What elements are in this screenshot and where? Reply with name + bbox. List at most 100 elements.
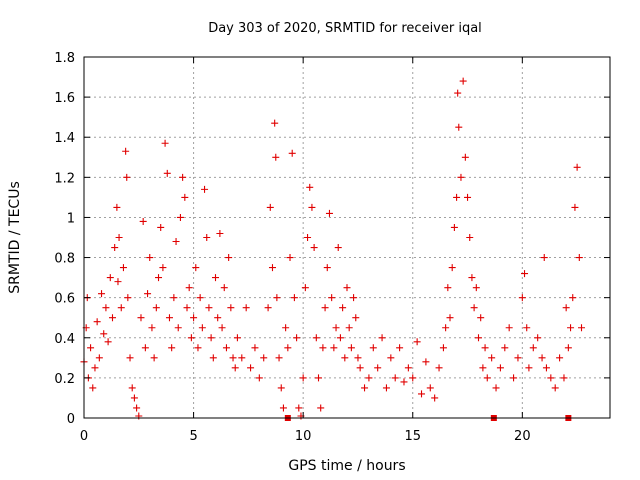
data-point bbox=[222, 344, 230, 352]
data-point bbox=[325, 209, 333, 217]
data-point bbox=[354, 354, 362, 362]
data-point bbox=[444, 284, 452, 292]
data-point bbox=[542, 364, 550, 372]
data-point bbox=[119, 264, 127, 272]
data-point bbox=[464, 193, 472, 201]
data-point bbox=[102, 304, 110, 312]
data-point bbox=[277, 384, 285, 392]
data-point bbox=[321, 304, 329, 312]
data-point bbox=[251, 344, 259, 352]
data-point bbox=[496, 364, 504, 372]
data-point bbox=[115, 234, 123, 241]
data-point bbox=[288, 149, 296, 157]
data-point bbox=[290, 294, 298, 302]
y-tick-label: 1.6 bbox=[54, 91, 75, 106]
data-point bbox=[209, 354, 217, 362]
data-point bbox=[488, 354, 496, 362]
data-point bbox=[534, 334, 542, 342]
data-point bbox=[238, 354, 246, 362]
data-point bbox=[431, 394, 439, 402]
data-point bbox=[470, 304, 478, 312]
data-point bbox=[242, 304, 250, 312]
data-point bbox=[446, 314, 454, 322]
data-point bbox=[268, 264, 276, 272]
data-point bbox=[95, 354, 103, 362]
y-tick-label: 1.4 bbox=[54, 131, 75, 146]
data-point bbox=[214, 314, 222, 322]
data-point bbox=[203, 234, 211, 241]
data-point bbox=[106, 274, 114, 282]
axis-ticks bbox=[83, 56, 610, 419]
data-point bbox=[194, 344, 202, 352]
data-point bbox=[317, 404, 325, 412]
data-point bbox=[216, 229, 224, 237]
data-point bbox=[304, 234, 312, 241]
data-point bbox=[448, 264, 456, 272]
grid-lines bbox=[84, 57, 610, 418]
data-point bbox=[284, 344, 292, 352]
data-point bbox=[323, 264, 331, 272]
data-point bbox=[172, 238, 180, 246]
data-point bbox=[575, 254, 583, 262]
y-tick-label: 1 bbox=[67, 211, 75, 226]
data-point bbox=[205, 304, 213, 312]
data-point bbox=[207, 334, 215, 342]
data-point bbox=[567, 324, 575, 332]
data-point bbox=[93, 318, 101, 326]
data-point bbox=[382, 384, 390, 392]
data-point bbox=[310, 244, 318, 252]
tick-labels: 0 0.2 0.4 0.6 0.8 1 1.2 1.4 1.6 1.8 0 5 10 15 20 bbox=[54, 51, 530, 444]
data-point bbox=[113, 203, 121, 211]
data-point bbox=[525, 364, 533, 372]
y-tick-label: 0.2 bbox=[54, 372, 75, 387]
data-point bbox=[571, 203, 579, 211]
y-tick-label: 1.2 bbox=[54, 171, 75, 186]
data-point bbox=[273, 294, 281, 302]
data-point bbox=[168, 344, 176, 352]
data-point bbox=[551, 384, 559, 392]
data-point bbox=[442, 324, 450, 332]
data-point bbox=[455, 123, 463, 131]
data-point bbox=[439, 344, 447, 352]
y-tick-label: 0 bbox=[67, 412, 75, 427]
data-point bbox=[231, 364, 239, 372]
data-point bbox=[540, 254, 548, 262]
plot-frame bbox=[83, 56, 611, 419]
data-point bbox=[124, 294, 132, 302]
data-point bbox=[345, 324, 353, 332]
data-point bbox=[435, 364, 443, 372]
data-point bbox=[457, 173, 465, 181]
data-point bbox=[562, 304, 570, 312]
data-point bbox=[472, 284, 480, 292]
data-point bbox=[192, 264, 200, 272]
data-point bbox=[227, 304, 235, 312]
data-point bbox=[157, 223, 165, 231]
y-tick-label: 0.8 bbox=[54, 252, 75, 267]
data-point bbox=[196, 294, 204, 302]
data-point bbox=[468, 274, 476, 282]
data-point bbox=[454, 89, 462, 97]
data-point bbox=[220, 284, 228, 292]
data-point bbox=[295, 404, 303, 412]
data-point bbox=[87, 344, 95, 352]
data-point bbox=[260, 354, 268, 362]
y-axis-label: SRMTID / TECUs bbox=[7, 181, 23, 294]
data-point bbox=[396, 344, 404, 352]
data-point bbox=[422, 358, 430, 366]
data-point bbox=[510, 374, 518, 382]
data-point bbox=[146, 254, 154, 262]
y-tick-label: 1.8 bbox=[54, 51, 75, 66]
data-point bbox=[332, 324, 340, 332]
data-point bbox=[272, 153, 280, 161]
x-tick-label: 0 bbox=[80, 429, 88, 444]
data-point bbox=[148, 324, 156, 332]
data-point bbox=[130, 394, 138, 402]
data-point bbox=[133, 404, 141, 412]
data-point bbox=[299, 374, 307, 382]
data-point bbox=[453, 193, 461, 201]
data-point bbox=[330, 344, 338, 352]
data-point bbox=[126, 354, 134, 362]
data-point bbox=[155, 274, 163, 282]
data-point bbox=[279, 404, 287, 412]
data-point bbox=[233, 334, 241, 342]
